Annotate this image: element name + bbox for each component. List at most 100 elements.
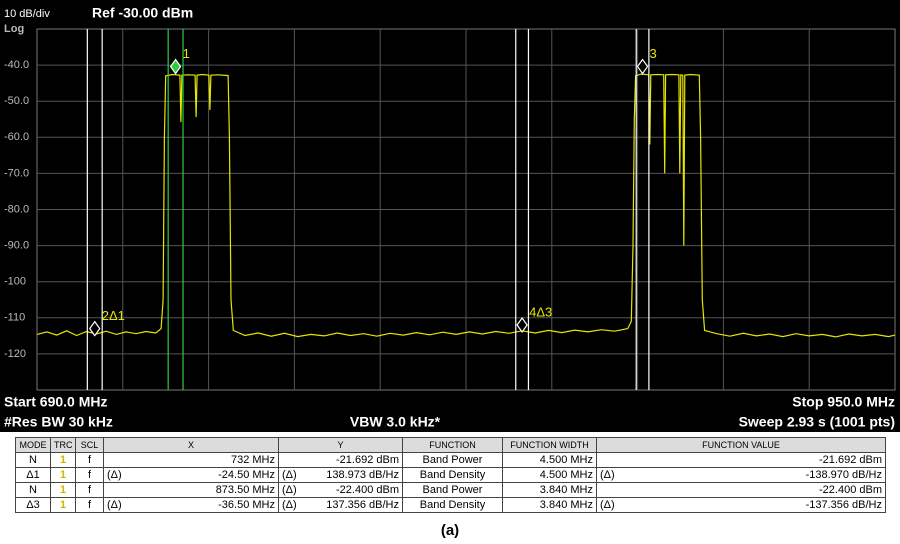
marker-table: MODE TRC SCL X Y FUNCTION FUNCTION WIDTH FUNCTI… <box>15 437 886 513</box>
cell-text: 3.840 MHz <box>539 484 593 496</box>
cell: 1 <box>50 467 76 483</box>
cell-text: Band Density <box>419 469 486 481</box>
mode-label: Log <box>4 23 24 35</box>
cell: Band Density <box>402 497 503 513</box>
cell: 1 <box>50 452 76 468</box>
cell-text: -137.356 dB/Hz <box>805 499 882 511</box>
cell-text: -22.400 dBm <box>819 484 882 496</box>
cell: 3.840 MHz <box>502 482 597 498</box>
column-header: MODE <box>15 437 51 453</box>
cell-text: 3.840 MHz <box>539 499 593 511</box>
y-tick-label: -60.0 <box>4 131 29 143</box>
cell: 3.840 MHz <box>502 497 597 513</box>
column-header: FUNCTION VALUE <box>596 437 886 453</box>
column-header: Y <box>278 437 403 453</box>
cell: Band Density <box>402 467 503 483</box>
marker <box>516 316 528 334</box>
marker-label: 3 <box>650 46 657 61</box>
ref-label: Ref -30.00 dBm <box>92 5 193 21</box>
cell-text: Band Power <box>422 484 483 496</box>
header-row: MODE TRC SCL X Y FUNCTION FUNCTION WIDTH FUNCTI… <box>15 437 886 453</box>
cell-text: f <box>87 454 92 466</box>
cell: N <box>15 452 51 468</box>
table-row: N 1 f 732 MHz -21.692 dBm Band Power 4.500 MHz… <box>15 452 886 468</box>
y-tick-label: -50.0 <box>4 95 29 107</box>
cell: N <box>15 482 51 498</box>
rbw-label: #Res BW 30 kHz <box>4 414 113 430</box>
sweep-label: Sweep 2.93 s (1001 pts) <box>739 414 895 430</box>
marker-label: 1 <box>183 46 190 61</box>
cell: f <box>75 452 104 468</box>
column-header: FUNCTION <box>402 437 503 453</box>
relative-prefix: (Δ) <box>282 499 297 511</box>
table-row: N 1 f 873.50 MHz (Δ) -22.400 dBm Band Power 3.8… <box>15 482 886 498</box>
cell: (Δ) 138.973 dB/Hz <box>278 467 403 483</box>
column-header: FUNCTION WIDTH <box>502 437 597 453</box>
marker-label: 2Δ1 <box>102 308 125 323</box>
cell: 732 MHz <box>103 452 279 468</box>
cell: 1 <box>50 497 76 513</box>
column-header: X <box>103 437 279 453</box>
relative-prefix: (Δ) <box>600 499 615 511</box>
cell: -21.692 dBm <box>278 452 403 468</box>
column-header: TRC <box>50 437 76 453</box>
y-tick-label: -120 <box>4 348 26 360</box>
cell-text: 4.500 MHz <box>539 454 593 466</box>
cell: -21.692 dBm <box>596 452 886 468</box>
cell-text: -21.692 dBm <box>819 454 882 466</box>
y-tick-label: -70.0 <box>4 167 29 179</box>
start-label: Start 690.0 MHz <box>4 394 107 410</box>
cell: Band Power <box>402 482 503 498</box>
relative-prefix: (Δ) <box>107 469 122 481</box>
stop-label: Stop 950.0 MHz <box>792 394 895 410</box>
cell-text: N <box>29 484 37 496</box>
cell-text: f <box>87 484 92 496</box>
cell-text: -24.50 MHz <box>218 469 275 481</box>
trace <box>36 73 896 338</box>
cell: f <box>75 482 104 498</box>
marker <box>169 58 182 75</box>
cell-text: 1 <box>59 484 67 496</box>
relative-prefix: (Δ) <box>107 499 122 511</box>
scale-label: 10 dB/div <box>4 8 50 20</box>
y-tick-label: -100 <box>4 276 26 288</box>
cell-text: Δ1 <box>26 469 40 481</box>
cell: Δ1 <box>15 467 51 483</box>
cell-text: 1 <box>59 469 67 481</box>
cell-text: f <box>87 499 92 511</box>
y-tick-label: -80.0 <box>4 203 29 215</box>
y-tick-label: -90.0 <box>4 240 29 252</box>
cell-text: Band Density <box>419 499 486 511</box>
cell: 4.500 MHz <box>502 467 597 483</box>
cell-text: -22.400 dBm <box>336 484 399 496</box>
caption: (a) <box>440 522 460 539</box>
cell-text: Δ3 <box>26 499 40 511</box>
column-header: SCL <box>75 437 104 453</box>
cell: (Δ) -36.50 MHz <box>103 497 279 513</box>
cell-text: -21.692 dBm <box>336 454 399 466</box>
y-tick-label: -110 <box>4 312 25 324</box>
vbw-label: VBW 3.0 kHz* <box>350 414 441 430</box>
cell: (Δ) -138.970 dB/Hz <box>596 467 886 483</box>
marker <box>636 58 649 75</box>
marker <box>89 320 101 337</box>
cell: (Δ) -24.50 MHz <box>103 467 279 483</box>
cell-text: N <box>29 454 37 466</box>
cell: (Δ) -22.400 dBm <box>278 482 403 498</box>
table-row: Δ1 1 f (Δ) -24.50 MHz (Δ) 138.973 dB/Hz Band De… <box>15 467 886 483</box>
cell: f <box>75 467 104 483</box>
cell-text: 873.50 MHz <box>215 484 275 496</box>
relative-prefix: (Δ) <box>600 469 615 481</box>
table-row: Δ3 1 f (Δ) -36.50 MHz (Δ) 137.356 dB/Hz Band De… <box>15 497 886 513</box>
relative-prefix: (Δ) <box>282 469 297 481</box>
cell-text: 1 <box>59 454 67 466</box>
marker-label: 4Δ3 <box>529 304 552 319</box>
cell-text: 1 <box>59 499 67 511</box>
cell-text: 138.973 dB/Hz <box>326 469 399 481</box>
cell: f <box>75 497 104 513</box>
cell-text: 137.356 dB/Hz <box>326 499 399 511</box>
cell: (Δ) 137.356 dB/Hz <box>278 497 403 513</box>
cell-text: -138.970 dB/Hz <box>805 469 882 481</box>
cell: Band Power <box>402 452 503 468</box>
